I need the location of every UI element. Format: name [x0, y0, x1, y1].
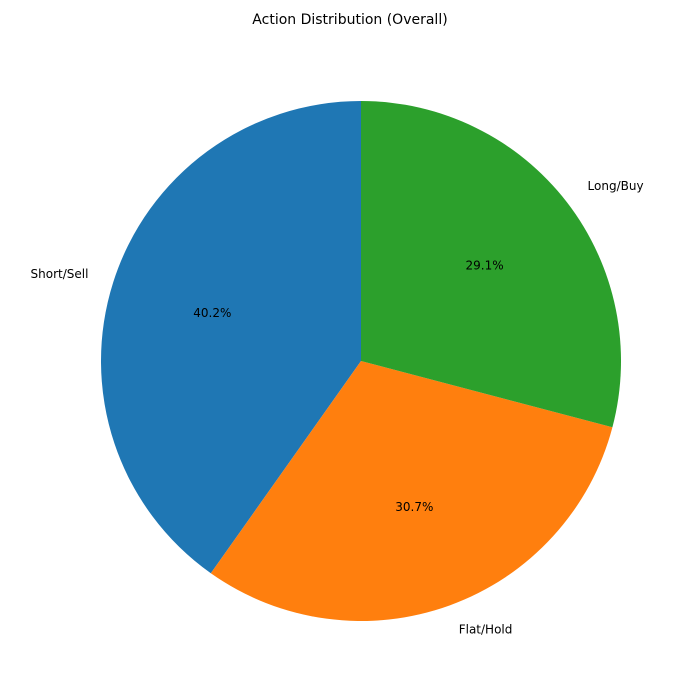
slice-percent-short-sell: 40.2% [193, 306, 231, 320]
pie-slice-long-buy [361, 100, 622, 428]
slice-percent-long-buy: 29.1% [466, 258, 504, 272]
pie-slice-flat-hold [210, 361, 613, 621]
slice-percent-flat-hold: 30.7% [395, 500, 433, 514]
slice-label-long-buy: Long/Buy [588, 179, 644, 193]
chart-title: Action Distribution (Overall) [252, 12, 448, 28]
pie-slice-short-sell [100, 101, 361, 574]
slice-label-short-sell: Short/Sell [31, 267, 89, 281]
slice-label-flat-hold: Flat/Hold [459, 622, 513, 636]
